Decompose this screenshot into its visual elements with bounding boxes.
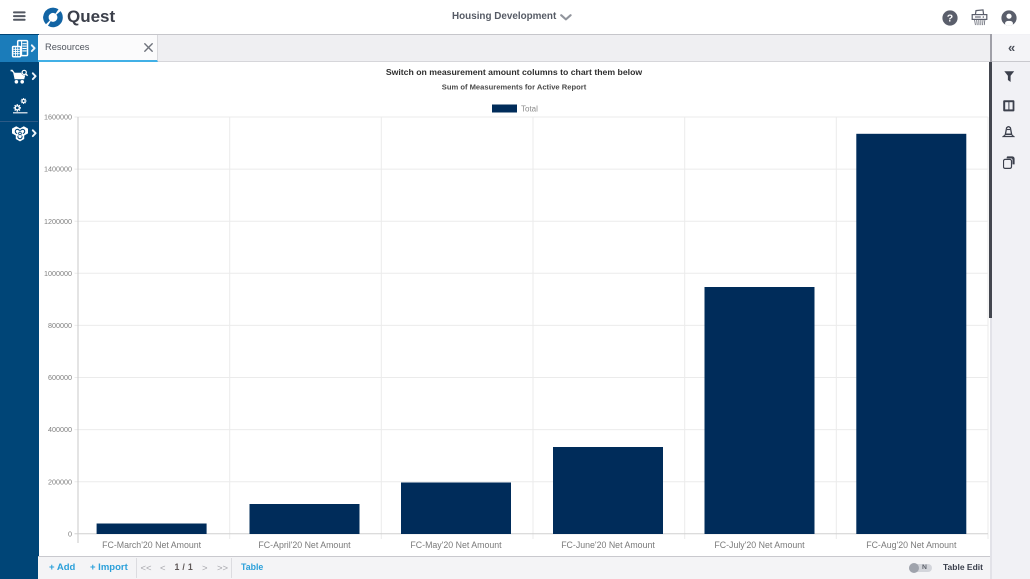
svg-text:200000: 200000 xyxy=(48,477,72,486)
svg-text:?: ? xyxy=(947,13,953,25)
svg-text:Total: Total xyxy=(521,105,538,114)
svg-text:400000: 400000 xyxy=(48,425,72,434)
svg-text:1400000: 1400000 xyxy=(44,165,72,174)
svg-text:FC-Aug'20 Net Amount: FC-Aug'20 Net Amount xyxy=(866,540,957,550)
svg-text:FC-July'20 Net Amount: FC-July'20 Net Amount xyxy=(714,540,805,550)
svg-text:1600000: 1600000 xyxy=(44,113,72,122)
svg-text:FC-April'20 Net Amount: FC-April'20 Net Amount xyxy=(258,540,351,550)
svg-text:800000: 800000 xyxy=(48,321,72,330)
svg-text:FC-May'20 Net Amount: FC-May'20 Net Amount xyxy=(410,540,502,550)
svg-text:FC-June'20 Net Amount: FC-June'20 Net Amount xyxy=(561,540,655,550)
svg-text:1000000: 1000000 xyxy=(44,269,72,278)
svg-text:600000: 600000 xyxy=(48,373,72,382)
svg-text:0: 0 xyxy=(68,529,72,538)
svg-text:FC-March'20 Net Amount: FC-March'20 Net Amount xyxy=(102,540,202,550)
svg-text:1200000: 1200000 xyxy=(44,217,72,226)
svg-text:Sum of Measurements for Active: Sum of Measurements for Active Report xyxy=(442,83,587,92)
svg-text:Switch on measurement amount c: Switch on measurement amount columns to … xyxy=(386,67,643,77)
